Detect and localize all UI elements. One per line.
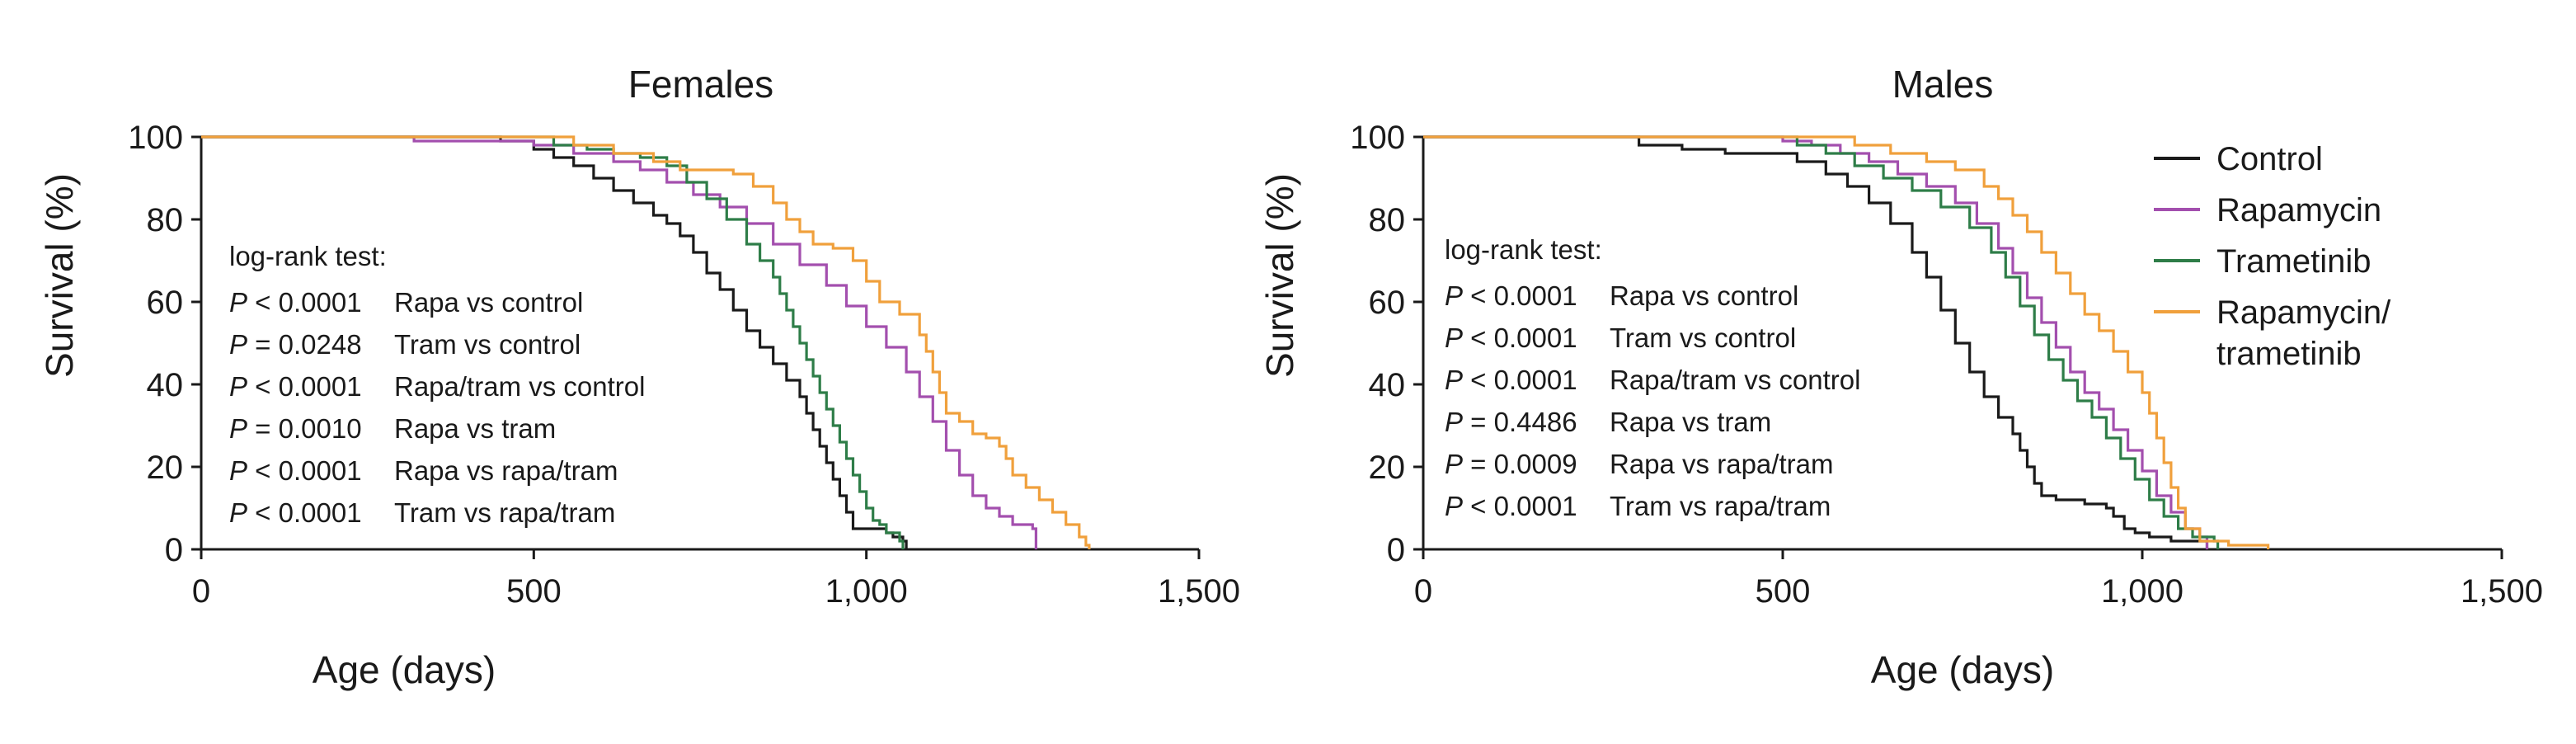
- comparison-label: Rapa vs rapa/tram: [394, 455, 618, 486]
- p-value: P = 0.0248: [229, 329, 362, 360]
- x-axis-label: Age (days): [313, 648, 496, 691]
- axes: 0 20 40 60 80 100 0 500 1,000 1,500: [128, 120, 1240, 610]
- x-tick-label: 0: [1414, 573, 1432, 610]
- comparison-label: Rapa vs tram: [1610, 407, 1771, 437]
- p-value: P = 0.4486: [1445, 407, 1577, 437]
- y-tick-label: 80: [147, 202, 184, 238]
- x-tick-label: 1,500: [2461, 573, 2543, 610]
- y-tick-label: 100: [1350, 120, 1405, 156]
- series-line-trametinib: [201, 135, 905, 549]
- p-value: P < 0.0001: [1445, 491, 1577, 521]
- comparison-label: Rapa/tram vs control: [394, 371, 645, 402]
- females-panel: Females Age (days) Survival (%) 0 20 40 60 8…: [38, 63, 1240, 691]
- comparison-label: Tram vs rapa/tram: [1610, 491, 1831, 521]
- x-tick-label: 1,000: [825, 573, 908, 610]
- p-value: P < 0.0001: [229, 455, 362, 486]
- p-value: P < 0.0001: [229, 287, 362, 318]
- y-tick-label: 80: [1369, 202, 1406, 238]
- p-value: P < 0.0001: [229, 497, 362, 528]
- legend-label-trametinib: Trametinib: [2216, 243, 2371, 280]
- series-line-rapamycin-trametinib: [201, 135, 1091, 549]
- males-panel: Males Age (days) Survival (%) 0 20 40 60 80 1…: [1258, 63, 2543, 691]
- panel-title: Females: [628, 63, 773, 106]
- x-tick-label: 1,500: [1158, 573, 1240, 610]
- p-value: P < 0.0001: [1445, 323, 1577, 353]
- survival-curves: [201, 135, 1091, 549]
- log-rank-annotations: log-rank test: P < 0.0001 Rapa vs control P…: [229, 241, 645, 528]
- legend-label-rapamycin: Rapamycin: [2216, 192, 2381, 228]
- comparison-label: Rapa vs tram: [394, 413, 556, 444]
- y-axis-label: Survival (%): [1258, 173, 1301, 378]
- y-tick-label: 40: [1369, 367, 1406, 403]
- x-tick-label: 1,000: [2101, 573, 2183, 610]
- series-line-trametinib: [1423, 135, 2220, 549]
- legend: Control Rapamycin Trametinib Rapamycin/tram…: [2154, 141, 2391, 372]
- series-line-rapamycin-trametinib: [1423, 135, 2270, 549]
- p-value: P < 0.0001: [1445, 280, 1577, 311]
- y-axis-label: Survival (%): [38, 173, 81, 378]
- comparison-label: Rapa vs rapa/tram: [1610, 449, 1833, 479]
- y-tick-label: 0: [1387, 532, 1405, 568]
- series-line-rapamycin: [1423, 135, 2209, 549]
- y-tick-label: 20: [1369, 450, 1406, 486]
- comparison-label: Tram vs control: [394, 329, 581, 360]
- comparison-label: Rapa vs control: [394, 287, 583, 318]
- series-line-rapamycin: [201, 135, 1037, 549]
- log-rank-annotations: log-rank test: P < 0.0001 Rapa vs control P…: [1445, 234, 1860, 521]
- x-tick-label: 0: [192, 573, 210, 610]
- series-line-control: [1423, 135, 2209, 549]
- p-value: P < 0.0001: [229, 371, 362, 402]
- y-tick-label: 60: [147, 285, 184, 321]
- axes: 0 20 40 60 80 100 0 500 1,000 1,500: [1350, 120, 2543, 610]
- y-tick-label: 20: [147, 450, 184, 486]
- annotation-header: log-rank test:: [229, 241, 387, 271]
- p-value: P = 0.0009: [1445, 449, 1577, 479]
- x-tick-label: 500: [1756, 573, 1811, 610]
- p-value: P < 0.0001: [1445, 365, 1577, 395]
- legend-label-rapamycin-trametinib: Rapamycin/: [2216, 294, 2391, 331]
- y-tick-label: 60: [1369, 285, 1406, 321]
- comparison-label: Tram vs rapa/tram: [394, 497, 615, 528]
- panel-title: Males: [1892, 63, 1994, 106]
- legend-label-control: Control: [2216, 141, 2323, 177]
- comparison-label: Rapa vs control: [1610, 280, 1798, 311]
- survival-curves: [1423, 135, 2270, 549]
- p-value: P = 0.0010: [229, 413, 362, 444]
- x-axis-label: Age (days): [1871, 648, 2054, 691]
- comparison-label: Tram vs control: [1610, 323, 1796, 353]
- series-line-control: [201, 135, 908, 549]
- y-tick-label: 100: [128, 120, 183, 156]
- annotation-header: log-rank test:: [1445, 234, 1602, 265]
- y-tick-label: 40: [147, 367, 184, 403]
- x-tick-label: 500: [506, 573, 562, 610]
- comparison-label: Rapa/tram vs control: [1610, 365, 1860, 395]
- legend-label-rapamycin-trametinib: trametinib: [2216, 336, 2362, 372]
- y-tick-label: 0: [165, 532, 183, 568]
